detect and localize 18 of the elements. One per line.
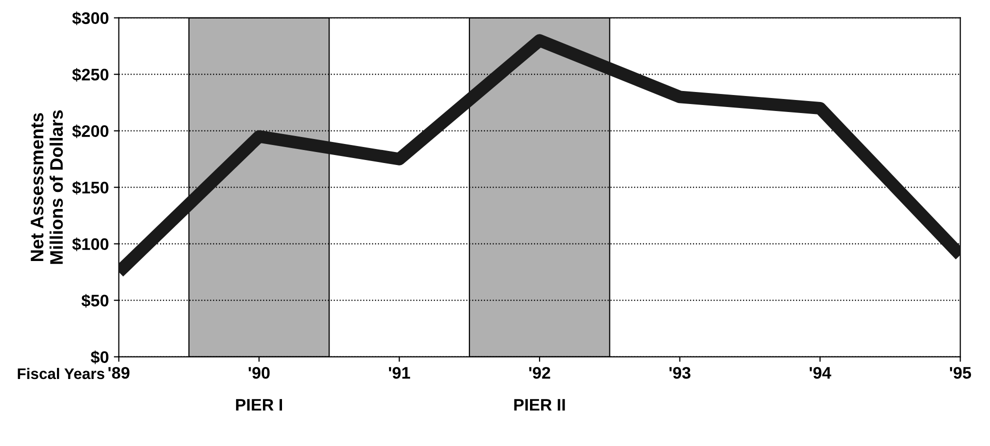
x-axis-title: Fiscal Years (18, 368, 104, 380)
y-tick-label: $200 (72, 124, 108, 138)
y-tick-label: $50 (81, 294, 108, 308)
x-tick-label: '93 (669, 366, 690, 379)
x-tick-label: '90 (248, 366, 270, 379)
band-label: PIER II (514, 399, 565, 411)
y-tick-label: $250 (72, 68, 108, 82)
x-tick-label: '94 (810, 366, 832, 379)
y-tick-label: $100 (72, 237, 108, 252)
x-tick-label: '92 (529, 366, 550, 379)
x-tick-label: '89 (108, 366, 130, 379)
y-tick-label: $0 (90, 350, 108, 364)
y-tick-label: $300 (72, 12, 108, 26)
band-label: PIER I (236, 399, 282, 411)
y-tick-label: $150 (72, 180, 108, 195)
y-axis-title: Net Assessments Millions of Dollars (30, 110, 63, 264)
x-tick-label: '95 (950, 366, 972, 379)
x-tick-label: '91 (388, 366, 410, 379)
